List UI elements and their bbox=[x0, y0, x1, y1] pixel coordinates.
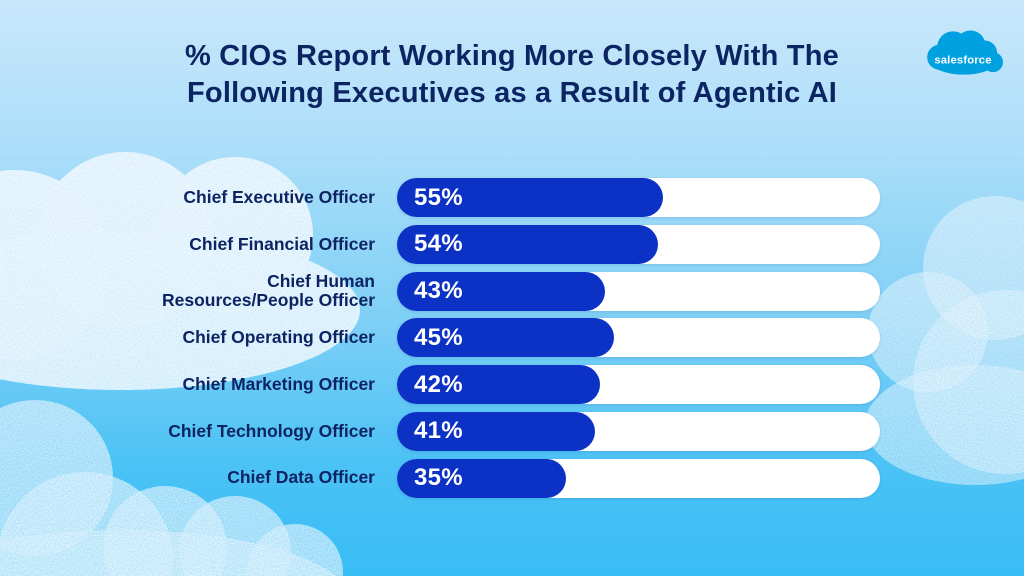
bar-track: 42% bbox=[397, 365, 880, 405]
bar-track: 43% bbox=[397, 271, 880, 311]
chart-row: Chief Financial Officer 54% bbox=[120, 224, 880, 264]
bar-label: Chief Operating Officer bbox=[182, 327, 375, 348]
cloud-decoration-top-left bbox=[0, 152, 360, 390]
bar-track: 41% bbox=[397, 411, 880, 451]
bar-label: Chief Data Officer bbox=[227, 467, 375, 488]
chart-row: Chief Executive Officer 55% bbox=[120, 178, 880, 217]
chart-row: Chief Human Resources/People Officer 43% bbox=[120, 270, 880, 311]
bar-fill: 43% bbox=[397, 271, 605, 311]
cloud-decoration-bottom-left bbox=[0, 400, 343, 576]
bar-fill: 55% bbox=[397, 178, 663, 217]
chart-row: Chief Technology Officer 41% bbox=[120, 411, 880, 451]
bar-value-label: 35% bbox=[414, 464, 463, 492]
bar-fill: 35% bbox=[397, 458, 567, 498]
bar-value-label: 45% bbox=[414, 323, 463, 351]
chart-row: Chief Marketing Officer 42% bbox=[120, 365, 880, 405]
bar-fill: 41% bbox=[397, 411, 596, 451]
page-title: % CIOs Report Working More Closely With … bbox=[142, 38, 882, 112]
bar-label: Chief Marketing Officer bbox=[182, 373, 375, 394]
chart-row: Chief Operating Officer 45% bbox=[120, 318, 880, 358]
cloud-decoration-right bbox=[865, 196, 1024, 485]
bar-chart: Chief Executive Officer 55% Chief Financ… bbox=[120, 178, 880, 506]
bar-label: Chief Technology Officer bbox=[168, 420, 375, 441]
chart-row: Chief Data Officer 35% bbox=[120, 458, 880, 498]
bar-fill: 42% bbox=[397, 365, 600, 405]
bar-track: 54% bbox=[397, 224, 880, 264]
title-line-1: % CIOs Report Working More Closely With … bbox=[185, 40, 839, 72]
bar-value-label: 41% bbox=[414, 417, 463, 445]
bar-rows: Chief Executive Officer 55% Chief Financ… bbox=[120, 178, 880, 498]
bar-fill: 45% bbox=[397, 318, 615, 358]
bar-track: 35% bbox=[397, 458, 880, 498]
bar-value-label: 54% bbox=[414, 230, 463, 258]
salesforce-logo: salesforce bbox=[927, 30, 1003, 75]
bar-label: Chief Financial Officer bbox=[189, 233, 375, 254]
bar-value-label: 43% bbox=[414, 277, 463, 305]
bar-label: Chief Human Resources/People Officer bbox=[162, 270, 375, 311]
bar-label: Chief Executive Officer bbox=[183, 186, 375, 207]
bar-value-label: 42% bbox=[414, 370, 463, 398]
salesforce-logo-cloud-icon bbox=[927, 30, 1003, 75]
bar-track: 45% bbox=[397, 318, 880, 358]
salesforce-logo-text: salesforce bbox=[934, 54, 991, 66]
bar-track: 55% bbox=[397, 178, 880, 217]
bar-value-label: 55% bbox=[414, 183, 463, 211]
bar-fill: 54% bbox=[397, 224, 658, 264]
title-line-2: Following Executives as a Result of Agen… bbox=[186, 76, 838, 109]
